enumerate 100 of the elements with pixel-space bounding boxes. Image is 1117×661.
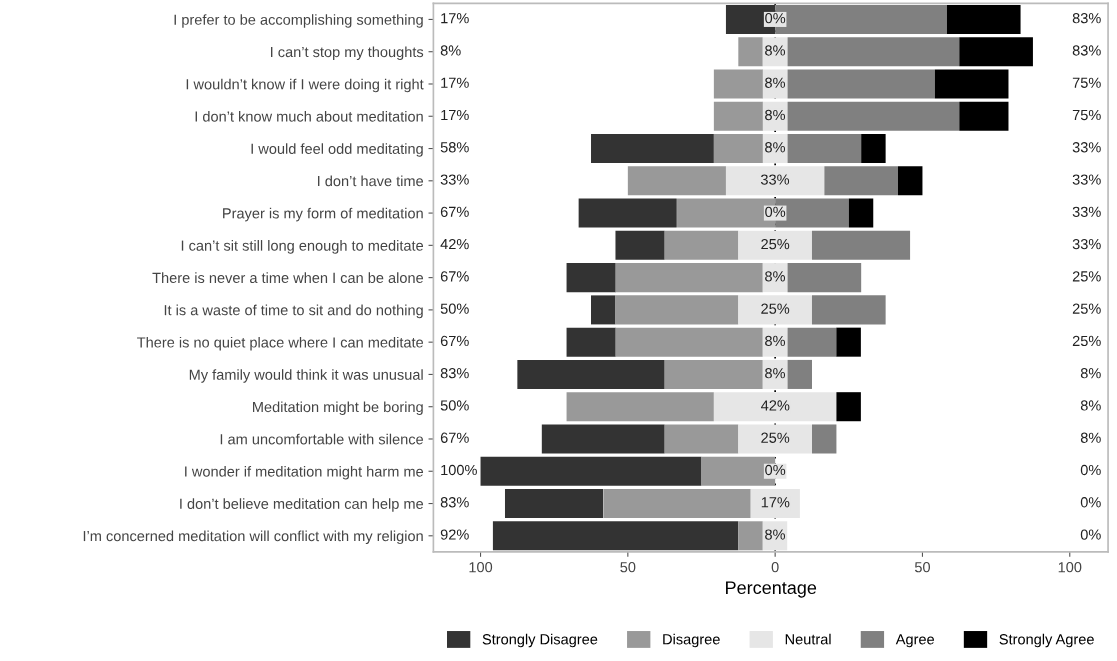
annotation: 17% <box>441 109 469 121</box>
annotation: 50% <box>440 303 469 314</box>
bar <box>566 392 714 422</box>
data-label: 42% <box>761 400 790 411</box>
annotation: 67% <box>440 335 469 347</box>
annotation: 83% <box>1072 45 1101 56</box>
y-tick-label: I would feel odd meditating <box>251 143 423 157</box>
bar <box>848 198 874 228</box>
bar <box>811 295 886 325</box>
data-label: 8% <box>765 529 786 540</box>
bar <box>566 327 616 357</box>
annotation: 8% <box>440 45 461 56</box>
annotation: 58% <box>440 142 469 153</box>
bar <box>836 327 861 357</box>
annotation: 25% <box>1072 335 1101 347</box>
annotation: 100% <box>441 464 477 476</box>
bar <box>713 101 764 131</box>
annotation: 8% <box>1080 432 1101 443</box>
annotation: 25% <box>1072 303 1101 314</box>
bar <box>566 263 616 293</box>
y-tick-label: Prayer is my form of meditation <box>223 207 423 222</box>
y-tick-label: Meditation might be boring <box>253 401 423 416</box>
x-axis-title: Percentage <box>726 581 817 598</box>
bar <box>627 166 726 196</box>
data-label: 8% <box>765 335 786 347</box>
text: 0% <box>765 206 786 217</box>
bar <box>898 166 923 196</box>
annotation: 17% <box>441 13 469 24</box>
annotation: 0% <box>1080 497 1101 508</box>
bar <box>787 359 812 389</box>
bar <box>591 134 714 164</box>
bar <box>664 230 739 260</box>
y-tick-label: I don’t believe meditation can help me <box>180 498 424 512</box>
annotation: 42% <box>440 238 469 250</box>
y-tick-label: I’m concerned meditation will conflict with my religion <box>83 530 423 545</box>
annotation: 67% <box>440 206 469 217</box>
x-tick-label: 0 <box>771 562 779 573</box>
y-tick-label: I don’t have time <box>318 175 424 187</box>
bar <box>713 392 837 422</box>
y-tick-label: I wonder if meditation might harm me <box>185 465 424 480</box>
annotation: 67% <box>440 271 469 282</box>
annotation: 8% <box>1080 368 1101 379</box>
annotation: 75% <box>1072 77 1101 88</box>
bar <box>504 489 604 519</box>
bar <box>578 198 677 228</box>
bar <box>787 101 960 131</box>
legend-label: Strongly Disagree <box>482 633 598 648</box>
bar <box>591 295 616 325</box>
annotation: 17% <box>441 77 469 88</box>
bar <box>946 4 1021 34</box>
bar <box>517 359 665 389</box>
bar <box>541 424 665 454</box>
y-tick-label: My family would think it was unusual <box>189 369 423 383</box>
x-tick-label: 100 <box>469 562 493 573</box>
bar <box>787 327 837 357</box>
annotation: 0% <box>1080 464 1101 476</box>
bar <box>615 327 763 357</box>
bar <box>959 37 1033 67</box>
y-tick-label: I can’t stop my thoughts <box>271 46 424 61</box>
legend-label: Neutral <box>785 633 831 645</box>
bar <box>492 521 739 551</box>
bar <box>959 101 1009 131</box>
annotation: 33% <box>1072 206 1101 217</box>
x-tick-label: 50 <box>620 562 636 573</box>
legend-label: Disagree <box>663 633 720 648</box>
data-label: 8% <box>765 77 786 88</box>
y-tick-label: I prefer to be accomplishing something <box>174 14 423 28</box>
data-label: 25% <box>761 303 790 314</box>
annotation: 83% <box>440 368 469 379</box>
x-tick-label: 100 <box>1058 562 1082 573</box>
text: 0% <box>765 464 786 476</box>
data-label: 17% <box>761 497 790 508</box>
bar <box>615 230 665 260</box>
data-label: 8% <box>765 142 786 153</box>
annotation: 50% <box>440 400 469 411</box>
annotation: 25% <box>1072 271 1101 282</box>
bar <box>824 166 898 196</box>
data-label: 25% <box>761 238 790 250</box>
annotation: 33% <box>1072 142 1101 153</box>
annotation: 33% <box>440 174 469 185</box>
annotation: 92% <box>440 529 469 540</box>
bar <box>934 69 1009 99</box>
data-label: 33% <box>760 174 790 185</box>
annotation: 8% <box>1080 400 1101 411</box>
y-tick-label: I am uncomfortable with silence <box>220 433 424 445</box>
legend-label: Agree <box>895 634 935 648</box>
y-tick-label: I wouldn’t know if I were doing it right <box>186 78 424 93</box>
legend-label: Strongly Agree <box>999 633 1094 648</box>
x-tick-label: 50 <box>914 562 930 573</box>
bar <box>861 134 886 164</box>
annotation: 33% <box>1072 174 1101 185</box>
annotation: 33% <box>1072 238 1101 250</box>
bar <box>811 230 911 260</box>
data-label: 8% <box>765 271 786 282</box>
bar <box>664 424 739 454</box>
y-tick-label: There is never a time when I can be alone <box>152 272 424 284</box>
annotation: 83% <box>440 497 469 508</box>
annotation: 83% <box>1072 13 1101 24</box>
data-label: 8% <box>765 368 786 379</box>
annotation: 75% <box>1072 109 1101 121</box>
